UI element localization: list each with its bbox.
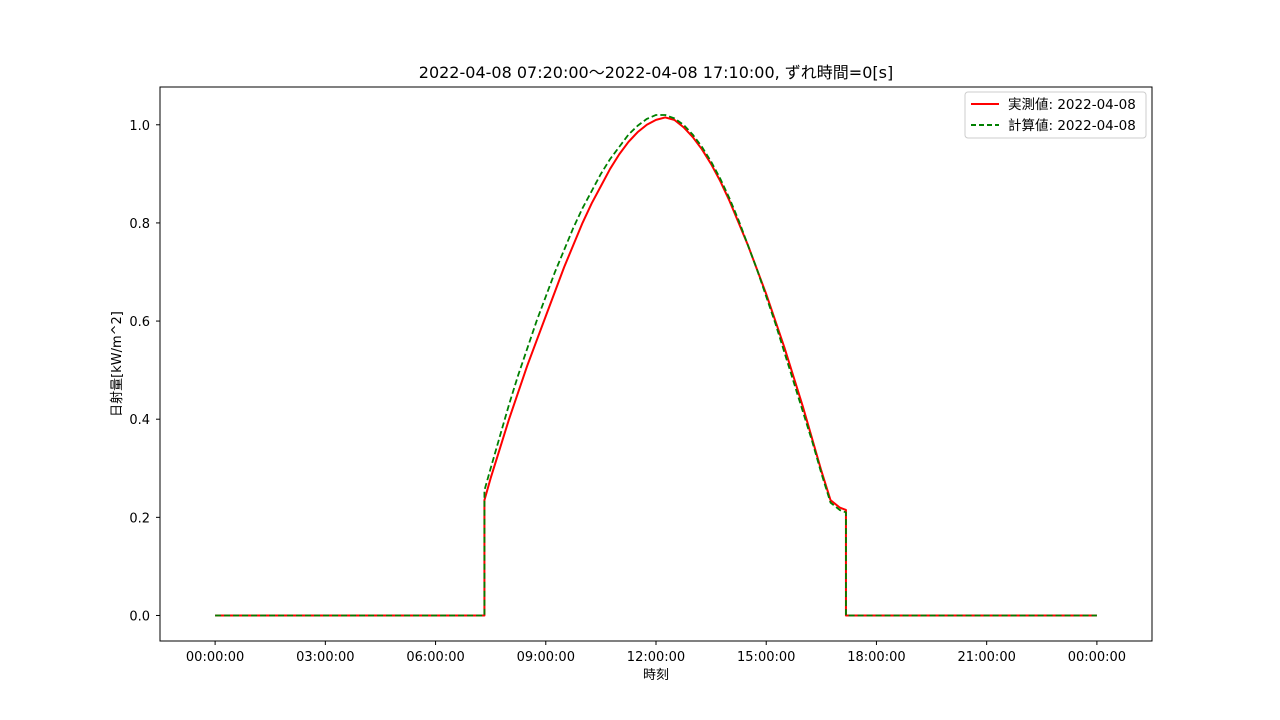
series-line-measured bbox=[215, 116, 1097, 617]
x-axis: 00:00:00 03:00:00 06:00:00 09:00:00 12:00:00… bbox=[186, 641, 1126, 665]
series-line-calculated bbox=[215, 114, 1097, 617]
x-tick-label: 21:00:00 bbox=[957, 650, 1015, 665]
x-tick-label: 06:00:00 bbox=[406, 650, 464, 665]
y-tick-label: 0.2 bbox=[129, 511, 150, 526]
legend-box bbox=[964, 91, 1147, 139]
x-tick-label: 15:00:00 bbox=[737, 650, 795, 665]
plot-area bbox=[159, 86, 1153, 642]
series-layer bbox=[215, 114, 1097, 617]
x-tick-label: 00:00:00 bbox=[186, 650, 244, 665]
y-axis: 0.0 0.2 0.4 0.6 0.8 1.0 bbox=[129, 119, 160, 624]
y-tick-label: 0.0 bbox=[129, 609, 150, 624]
x-axis-label: 時刻 bbox=[643, 668, 669, 683]
y-tick-label: 0.4 bbox=[129, 413, 150, 428]
legend: 実測値: 2022-04-08 計算値: 2022-04-08 bbox=[964, 91, 1147, 139]
x-tick-label: 00:00:00 bbox=[1068, 650, 1126, 665]
y-tick-label: 1.0 bbox=[129, 119, 150, 134]
y-axis-label: 日射量[kW/m^2] bbox=[109, 311, 125, 417]
x-tick-label: 03:00:00 bbox=[296, 650, 354, 665]
x-tick-label: 12:00:00 bbox=[627, 650, 685, 665]
y-tick-label: 0.6 bbox=[129, 315, 150, 330]
y-tick-label: 0.8 bbox=[129, 217, 150, 232]
x-tick-label: 09:00:00 bbox=[517, 650, 575, 665]
legend-label-measured: 実測値: 2022-04-08 bbox=[1008, 97, 1136, 113]
x-tick-label: 18:00:00 bbox=[847, 650, 905, 665]
chart-title: 2022-04-08 07:20:00〜2022-04-08 17:10:00,… bbox=[419, 63, 893, 82]
plot-frame bbox=[159, 86, 1153, 642]
legend-label-calculated: 計算値: 2022-04-08 bbox=[1008, 118, 1136, 134]
